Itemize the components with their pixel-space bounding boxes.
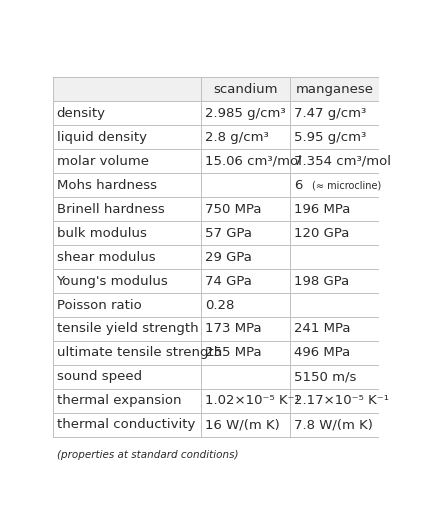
Text: 1.02×10⁻⁵ K⁻¹: 1.02×10⁻⁵ K⁻¹: [205, 394, 300, 407]
Text: Poisson ratio: Poisson ratio: [56, 299, 141, 311]
Text: sound speed: sound speed: [56, 371, 141, 383]
Text: 2.17×10⁻⁵ K⁻¹: 2.17×10⁻⁵ K⁻¹: [294, 394, 389, 407]
Text: density: density: [56, 107, 106, 120]
Text: 255 MPa: 255 MPa: [205, 346, 261, 360]
Bar: [53, 173, 379, 197]
Bar: [53, 245, 379, 269]
Text: 496 MPa: 496 MPa: [294, 346, 350, 360]
Bar: [53, 341, 379, 365]
Text: tensile yield strength: tensile yield strength: [56, 322, 198, 335]
Text: Brinell hardness: Brinell hardness: [56, 203, 164, 216]
Text: Mohs hardness: Mohs hardness: [56, 178, 157, 192]
Bar: [53, 77, 379, 101]
Text: Young's modulus: Young's modulus: [56, 275, 168, 288]
Text: thermal conductivity: thermal conductivity: [56, 418, 195, 432]
Text: 198 GPa: 198 GPa: [294, 275, 349, 288]
Text: (properties at standard conditions): (properties at standard conditions): [56, 450, 238, 460]
Text: 120 GPa: 120 GPa: [294, 227, 349, 239]
Text: liquid density: liquid density: [56, 131, 147, 144]
Text: 750 MPa: 750 MPa: [205, 203, 261, 216]
Bar: [53, 197, 379, 221]
Bar: [53, 389, 379, 413]
Bar: [53, 317, 379, 341]
Bar: [53, 149, 379, 173]
Bar: [53, 293, 379, 317]
Bar: [53, 221, 379, 245]
Text: 7.8 W/(m K): 7.8 W/(m K): [294, 418, 373, 432]
Text: 2.985 g/cm³: 2.985 g/cm³: [205, 107, 285, 120]
Text: 241 MPa: 241 MPa: [294, 322, 350, 335]
Text: 29 GPa: 29 GPa: [205, 250, 252, 264]
Text: 15.06 cm³/mol: 15.06 cm³/mol: [205, 154, 302, 167]
Text: 74 GPa: 74 GPa: [205, 275, 252, 288]
Text: scandium: scandium: [213, 82, 278, 96]
Text: 173 MPa: 173 MPa: [205, 322, 261, 335]
Bar: [53, 101, 379, 125]
Text: (≈ microcline): (≈ microcline): [312, 180, 381, 190]
Text: 7.354 cm³/mol: 7.354 cm³/mol: [294, 154, 391, 167]
Bar: [53, 269, 379, 293]
Text: manganese: manganese: [296, 82, 373, 96]
Text: molar volume: molar volume: [56, 154, 149, 167]
Text: bulk modulus: bulk modulus: [56, 227, 147, 239]
Bar: [53, 413, 379, 437]
Text: 0.28: 0.28: [205, 299, 234, 311]
Text: 5150 m/s: 5150 m/s: [294, 371, 356, 383]
Text: 7.47 g/cm³: 7.47 g/cm³: [294, 107, 366, 120]
Text: 196 MPa: 196 MPa: [294, 203, 350, 216]
Text: 5.95 g/cm³: 5.95 g/cm³: [294, 131, 366, 144]
Text: 16 W/(m K): 16 W/(m K): [205, 418, 280, 432]
Bar: [53, 365, 379, 389]
Text: thermal expansion: thermal expansion: [56, 394, 181, 407]
Bar: [53, 125, 379, 149]
Text: 57 GPa: 57 GPa: [205, 227, 252, 239]
Text: ultimate tensile strength: ultimate tensile strength: [56, 346, 222, 360]
Text: 2.8 g/cm³: 2.8 g/cm³: [205, 131, 269, 144]
Text: shear modulus: shear modulus: [56, 250, 155, 264]
Text: 6: 6: [294, 178, 302, 192]
